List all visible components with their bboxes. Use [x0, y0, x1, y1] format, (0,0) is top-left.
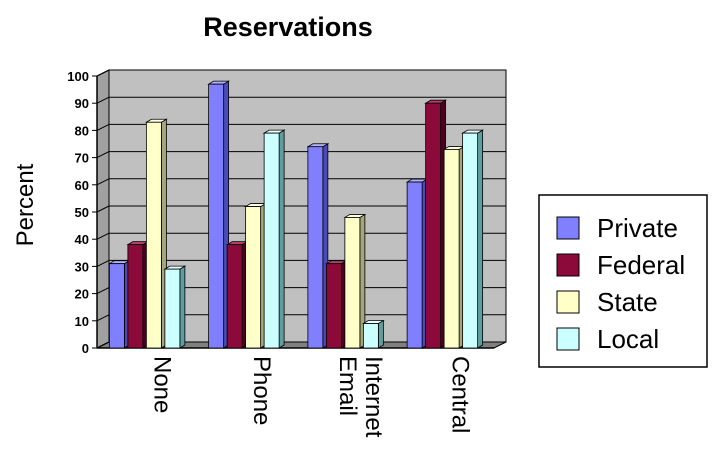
- y-tick-label: 60: [75, 178, 89, 193]
- gridline-side: [96, 314, 110, 322]
- bar-front: [362, 323, 379, 349]
- legend-label: State: [597, 287, 658, 317]
- y-tick-label: 100: [67, 69, 89, 84]
- y-tick-label: 30: [75, 259, 89, 274]
- bar-front: [425, 102, 442, 349]
- bar-side: [179, 265, 186, 349]
- bar-front: [145, 121, 162, 349]
- gridline-side: [96, 341, 110, 349]
- bar-front: [127, 244, 144, 349]
- bar-front: [344, 217, 361, 349]
- y-tick-label: 50: [75, 205, 89, 220]
- x-category-label: None: [149, 356, 176, 413]
- x-category-label: Phone: [248, 356, 275, 425]
- legend: Private Federal State Local: [538, 194, 708, 368]
- gridline-side: [96, 205, 110, 213]
- chart-title: Reservations: [203, 12, 373, 42]
- bar-front: [307, 146, 324, 349]
- bar: [461, 129, 485, 349]
- bar-front: [263, 132, 280, 349]
- bar-side: [377, 319, 384, 349]
- bar: [144, 118, 168, 349]
- y-tick-label: 40: [75, 232, 89, 247]
- x-category-label: Email: [334, 356, 361, 416]
- bar: [343, 213, 367, 349]
- gridline-side: [96, 151, 110, 159]
- legend-label: Federal: [597, 250, 685, 280]
- y-tick-label: 0: [82, 341, 89, 356]
- bar-front: [226, 244, 243, 349]
- gridline-side: [96, 259, 110, 267]
- bar-front: [108, 263, 125, 349]
- bar: [163, 265, 187, 349]
- legend-swatch: [556, 216, 580, 240]
- gridline-side: [96, 123, 110, 131]
- bar: [424, 99, 448, 349]
- bar-front: [325, 263, 342, 349]
- legend-swatch: [556, 290, 580, 314]
- bar: [306, 143, 330, 349]
- gridline-side: [96, 69, 110, 77]
- bar: [107, 259, 131, 349]
- gridline-side: [96, 178, 110, 186]
- bar-front: [443, 149, 460, 349]
- x-category-label: Internet: [360, 356, 387, 438]
- y-tick-label: 10: [75, 314, 89, 329]
- bar: [207, 80, 231, 349]
- bar-side: [477, 129, 484, 349]
- plot-area: 0 10 20 30 40 50 60 70 80 90 100 None Phone InternetE…: [67, 69, 507, 438]
- bar-front: [208, 83, 225, 349]
- bar: [244, 202, 268, 349]
- bar: [262, 129, 286, 349]
- gridline-side: [96, 96, 110, 104]
- bar: [361, 319, 385, 349]
- gridline-side: [96, 287, 110, 295]
- bar-side: [278, 129, 285, 349]
- legend-label: Local: [597, 324, 659, 354]
- y-tick-label: 90: [75, 96, 89, 111]
- legend-swatch: [556, 327, 580, 351]
- bar: [324, 259, 348, 349]
- bar-front: [164, 268, 181, 349]
- bar-front: [462, 132, 479, 349]
- y-tick-label: 80: [75, 123, 89, 138]
- bar: [225, 240, 249, 349]
- x-category-label: Central: [446, 356, 473, 433]
- bar-front: [406, 181, 423, 349]
- gridline-side: [96, 232, 110, 240]
- legend-label: Private: [597, 213, 678, 243]
- y-tick-label: 70: [75, 151, 89, 166]
- legend-swatch: [556, 253, 580, 277]
- bar: [126, 240, 150, 349]
- y-tick-label: 20: [75, 287, 89, 302]
- y-axis-label: Percent: [12, 163, 39, 246]
- bar: [442, 145, 466, 349]
- bar: [405, 178, 429, 349]
- bar-front: [245, 206, 262, 349]
